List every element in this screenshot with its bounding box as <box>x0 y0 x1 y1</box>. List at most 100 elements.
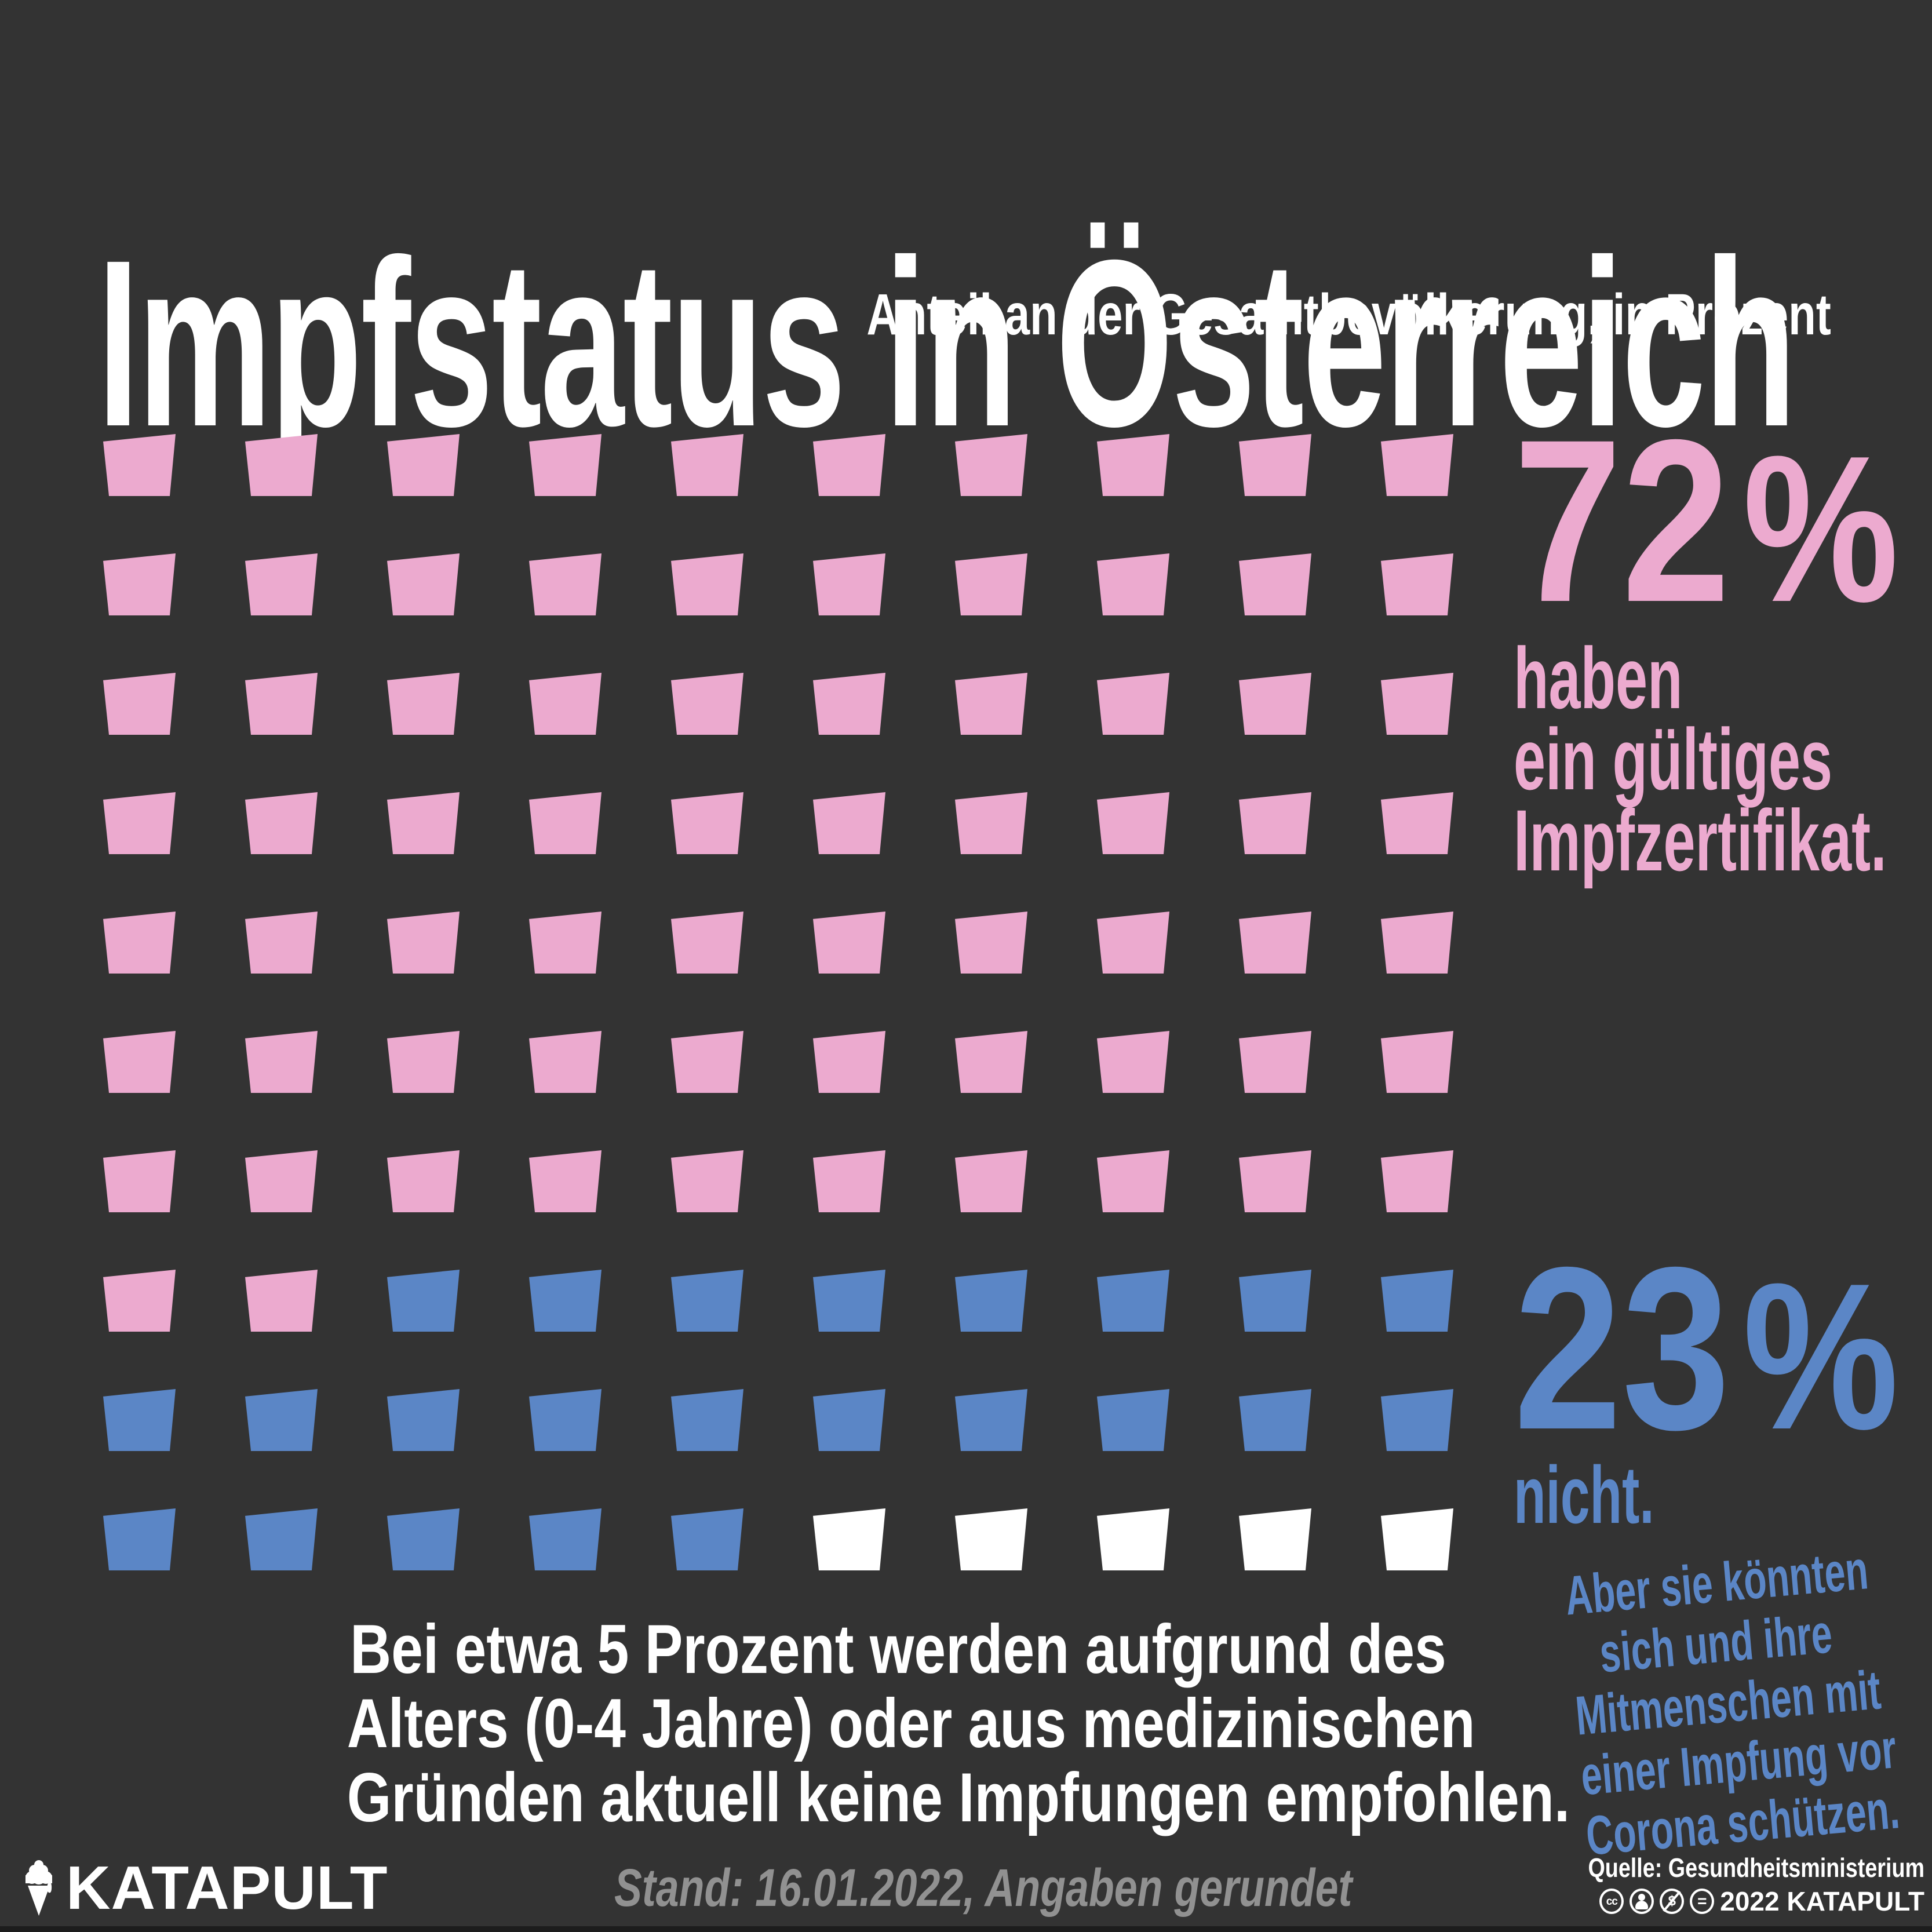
waffle-cell <box>245 1270 318 1332</box>
waffle-cell <box>103 1031 176 1093</box>
waffle-cell <box>1381 1508 1453 1570</box>
ice-cream-icon <box>25 1860 52 1916</box>
waffle-cell <box>955 1150 1027 1212</box>
stat-unvaccinated: 23 % <box>1514 1233 1898 1464</box>
waffle-cell <box>529 1150 602 1212</box>
waffle-cell <box>387 912 460 974</box>
waffle-cell <box>1097 792 1169 854</box>
waffle-cell <box>529 1389 602 1451</box>
waffle-cell <box>813 1150 885 1212</box>
waffle-cell <box>955 792 1027 854</box>
waffle-cell <box>813 434 885 496</box>
waffle-cell <box>671 792 743 854</box>
waffle-cell <box>1097 1389 1169 1451</box>
waffle-cell <box>1239 912 1311 974</box>
waffle-cell <box>387 1508 460 1570</box>
waffle-cell <box>529 673 602 735</box>
waffle-cell <box>529 912 602 974</box>
waffle-cell <box>529 434 602 496</box>
waffle-cell <box>1381 434 1453 496</box>
waffle-cell <box>1097 912 1169 974</box>
waffle-cell <box>1381 1389 1453 1451</box>
waffle-cell <box>1381 673 1453 735</box>
page-subtitle: Anteil an der Gesamtbevölkerung, in Proz… <box>866 282 1831 347</box>
waffle-cell <box>671 1270 743 1332</box>
waffle-cell <box>529 1508 602 1570</box>
cc-icon: cc <box>1599 1889 1624 1914</box>
waffle-cell <box>1097 1150 1169 1212</box>
waffle-cell <box>1239 1031 1311 1093</box>
waffle-cell <box>103 1389 176 1451</box>
waffle-cell <box>1239 1150 1311 1212</box>
waffle-cell <box>813 1270 885 1332</box>
waffle-cell <box>955 673 1027 735</box>
waffle-cell <box>813 1389 885 1451</box>
waffle-cell <box>245 1508 318 1570</box>
source-block: Quelle: Gesundheitsministerium cc $ = 20… <box>1514 1854 1924 1915</box>
exempt-line: Bei etwa 5 Prozent werden aufgrund des <box>350 1610 1446 1688</box>
stat-unvaccinated-caption: nicht. <box>1514 1449 1654 1540</box>
waffle-cell <box>813 1031 885 1093</box>
exempt-line: Gründen aktuell keine Impfungen empfohle… <box>347 1759 1570 1836</box>
waffle-cell <box>245 1150 318 1212</box>
waffle-cell <box>103 1150 176 1212</box>
waffle-chart <box>103 434 1453 1570</box>
waffle-cell <box>387 553 460 615</box>
waffle-cell <box>813 912 885 974</box>
stat-unvaccinated-number: 23 <box>1514 1219 1730 1478</box>
stat-vaccinated-percent-sign: % <box>1743 413 1899 646</box>
brand-name: KATAPULT <box>66 1854 388 1922</box>
waffle-cell <box>813 553 885 615</box>
waffle-cell <box>955 1508 1027 1570</box>
waffle-cell <box>103 792 176 854</box>
waffle-cell <box>1097 553 1169 615</box>
waffle-cell <box>1381 553 1453 615</box>
waffle-cell <box>529 792 602 854</box>
waffle-cell <box>245 1031 318 1093</box>
waffle-cell <box>671 1150 743 1212</box>
waffle-cell <box>671 1389 743 1451</box>
license-text: 2022 KATAPULT <box>1720 1886 1924 1916</box>
status-note: Stand: 16.01.2022, Angaben gerundet <box>614 1858 1353 1918</box>
caption-line: haben <box>1514 629 1683 727</box>
waffle-cell <box>1097 1270 1169 1332</box>
bottom-border <box>0 1926 1932 1932</box>
waffle-cell <box>671 434 743 496</box>
waffle-cell <box>245 553 318 615</box>
waffle-cell <box>245 792 318 854</box>
waffle-cell <box>813 1508 885 1570</box>
waffle-cell <box>1381 792 1453 854</box>
waffle-cell <box>955 1270 1027 1332</box>
waffle-cell <box>813 792 885 854</box>
waffle-cell <box>103 434 176 496</box>
exempt-note: Bei etwa 5 Prozent werden aufgrund des A… <box>347 1610 1570 1836</box>
waffle-cell <box>387 792 460 854</box>
caption-line: Impfzertifikat. <box>1514 792 1887 889</box>
waffle-cell <box>103 553 176 615</box>
waffle-cell <box>103 1508 176 1570</box>
waffle-cell <box>1097 673 1169 735</box>
caption-line: ein gültiges <box>1514 710 1833 808</box>
waffle-cell <box>1381 1270 1453 1332</box>
waffle-cell <box>1097 1508 1169 1570</box>
waffle-cell <box>245 912 318 974</box>
waffle-cell <box>671 1508 743 1570</box>
waffle-cell <box>245 673 318 735</box>
waffle-cell <box>955 434 1027 496</box>
cc-by-person-icon <box>1630 1889 1654 1914</box>
waffle-cell <box>1097 1031 1169 1093</box>
waffle-cell <box>955 1389 1027 1451</box>
cc-nd-equals-icon: = <box>1690 1889 1715 1914</box>
waffle-cell <box>813 673 885 735</box>
waffle-cell <box>671 912 743 974</box>
waffle-cell <box>387 673 460 735</box>
waffle-cell <box>671 673 743 735</box>
waffle-cell <box>1381 1031 1453 1093</box>
waffle-cell <box>529 553 602 615</box>
waffle-cell <box>1381 1150 1453 1212</box>
waffle-cell <box>955 1031 1027 1093</box>
waffle-cell <box>387 1270 460 1332</box>
waffle-cell <box>245 1389 318 1451</box>
stat-vaccinated-number: 72 <box>1514 391 1730 650</box>
